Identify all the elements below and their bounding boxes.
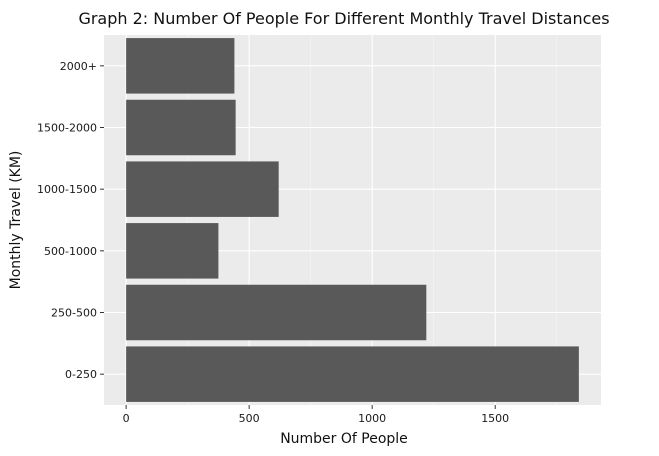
bar-250-500	[126, 284, 427, 341]
y-tick-label: 250-500	[51, 307, 97, 320]
axis-ticks: 0-250 250-500 500-1000 1000-1500 1500-2000 20…	[37, 60, 509, 425]
bar-1000-1500	[126, 161, 279, 217]
x-tick-label: 500	[239, 412, 260, 425]
plot-panel	[104, 35, 601, 405]
y-tick-label: 500-1000	[44, 245, 97, 258]
bar-500-1000	[126, 223, 219, 279]
y-tick-label: 1500-2000	[37, 122, 97, 135]
y-tick-label: 0-250	[65, 368, 97, 381]
bar-1500-2000	[126, 99, 236, 156]
x-tick-label: 1000	[358, 412, 386, 425]
y-axis-title: Monthly Travel (KM)	[8, 151, 24, 290]
bar-2000+	[126, 38, 235, 94]
x-tick-label: 0	[123, 412, 130, 425]
y-tick-label: 1000-1500	[37, 183, 97, 196]
y-tick-label: 2000+	[60, 60, 97, 73]
bars	[126, 38, 579, 402]
bar-0-250	[126, 346, 579, 402]
x-axis-title: Number Of People	[280, 431, 408, 447]
chart-title: Graph 2: Number Of People For Different …	[78, 9, 609, 28]
x-tick-label: 1500	[481, 412, 509, 425]
